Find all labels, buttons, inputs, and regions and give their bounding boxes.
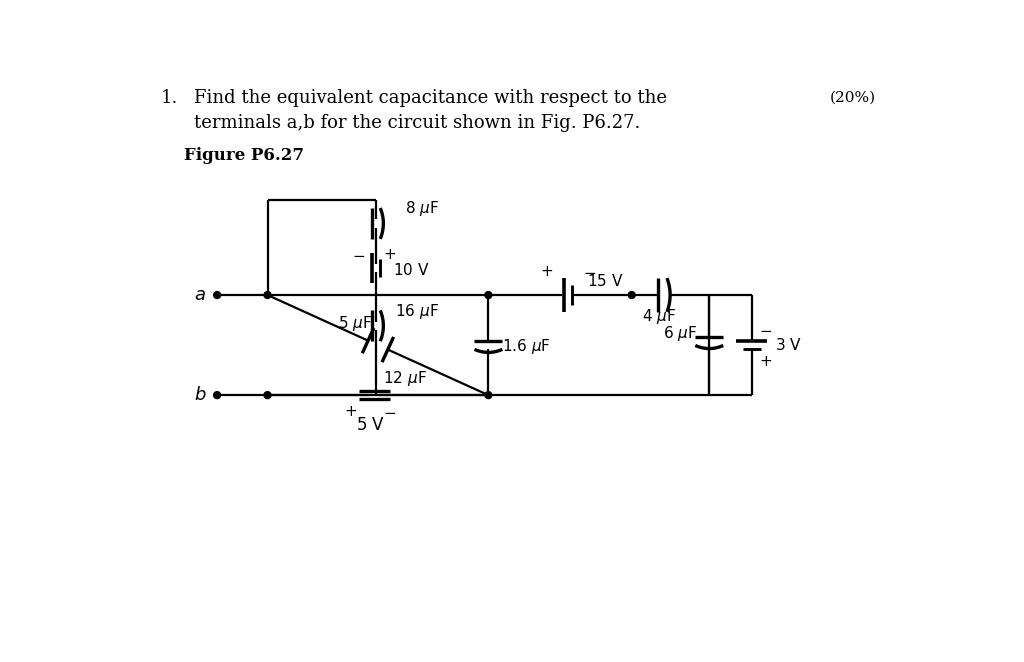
Circle shape: [485, 291, 492, 299]
Text: $8\ \mu\mathrm{F}$: $8\ \mu\mathrm{F}$: [406, 199, 439, 218]
Circle shape: [264, 392, 271, 399]
Text: $3\ \mathrm{V}$: $3\ \mathrm{V}$: [775, 337, 802, 353]
Text: $b$: $b$: [194, 386, 206, 404]
Text: $+$: $+$: [344, 405, 357, 419]
Text: $5\ \mu\mathrm{F}$: $5\ \mu\mathrm{F}$: [338, 314, 372, 333]
Text: $4\ \mu\mathrm{F}$: $4\ \mu\mathrm{F}$: [642, 307, 676, 326]
Text: $+$: $+$: [383, 248, 396, 262]
Text: Find the equivalent capacitance with respect to the: Find the equivalent capacitance with res…: [194, 89, 667, 107]
Text: $-$: $-$: [383, 405, 396, 419]
Text: $5\ \mathrm{V}$: $5\ \mathrm{V}$: [355, 418, 385, 434]
Circle shape: [214, 291, 220, 299]
Text: 1.: 1.: [161, 89, 178, 107]
Text: $16\ \mu\mathrm{F}$: $16\ \mu\mathrm{F}$: [395, 303, 439, 322]
Circle shape: [485, 392, 492, 399]
Text: Figure P6.27: Figure P6.27: [183, 147, 304, 164]
Text: (20%): (20%): [829, 91, 876, 105]
Text: $1.6\ \mu\mathrm{F}$: $1.6\ \mu\mathrm{F}$: [503, 337, 551, 356]
Text: $6\ \mu\mathrm{F}$: $6\ \mu\mathrm{F}$: [663, 324, 697, 343]
Text: $10\ \mathrm{V}$: $10\ \mathrm{V}$: [393, 261, 430, 277]
Text: $+$: $+$: [759, 355, 772, 369]
Text: $15\ \mathrm{V}$: $15\ \mathrm{V}$: [587, 273, 624, 289]
Circle shape: [264, 291, 271, 299]
Circle shape: [214, 392, 220, 399]
Text: $-$: $-$: [583, 265, 596, 279]
Text: $12\ \mu\mathrm{F}$: $12\ \mu\mathrm{F}$: [383, 369, 427, 388]
Text: $-$: $-$: [352, 248, 366, 262]
Text: terminals a,b for the circuit shown in Fig. P6.27.: terminals a,b for the circuit shown in F…: [194, 115, 640, 132]
Circle shape: [629, 291, 635, 299]
Text: $-$: $-$: [759, 322, 772, 337]
Text: $a$: $a$: [195, 286, 206, 304]
Text: $+$: $+$: [540, 265, 553, 279]
